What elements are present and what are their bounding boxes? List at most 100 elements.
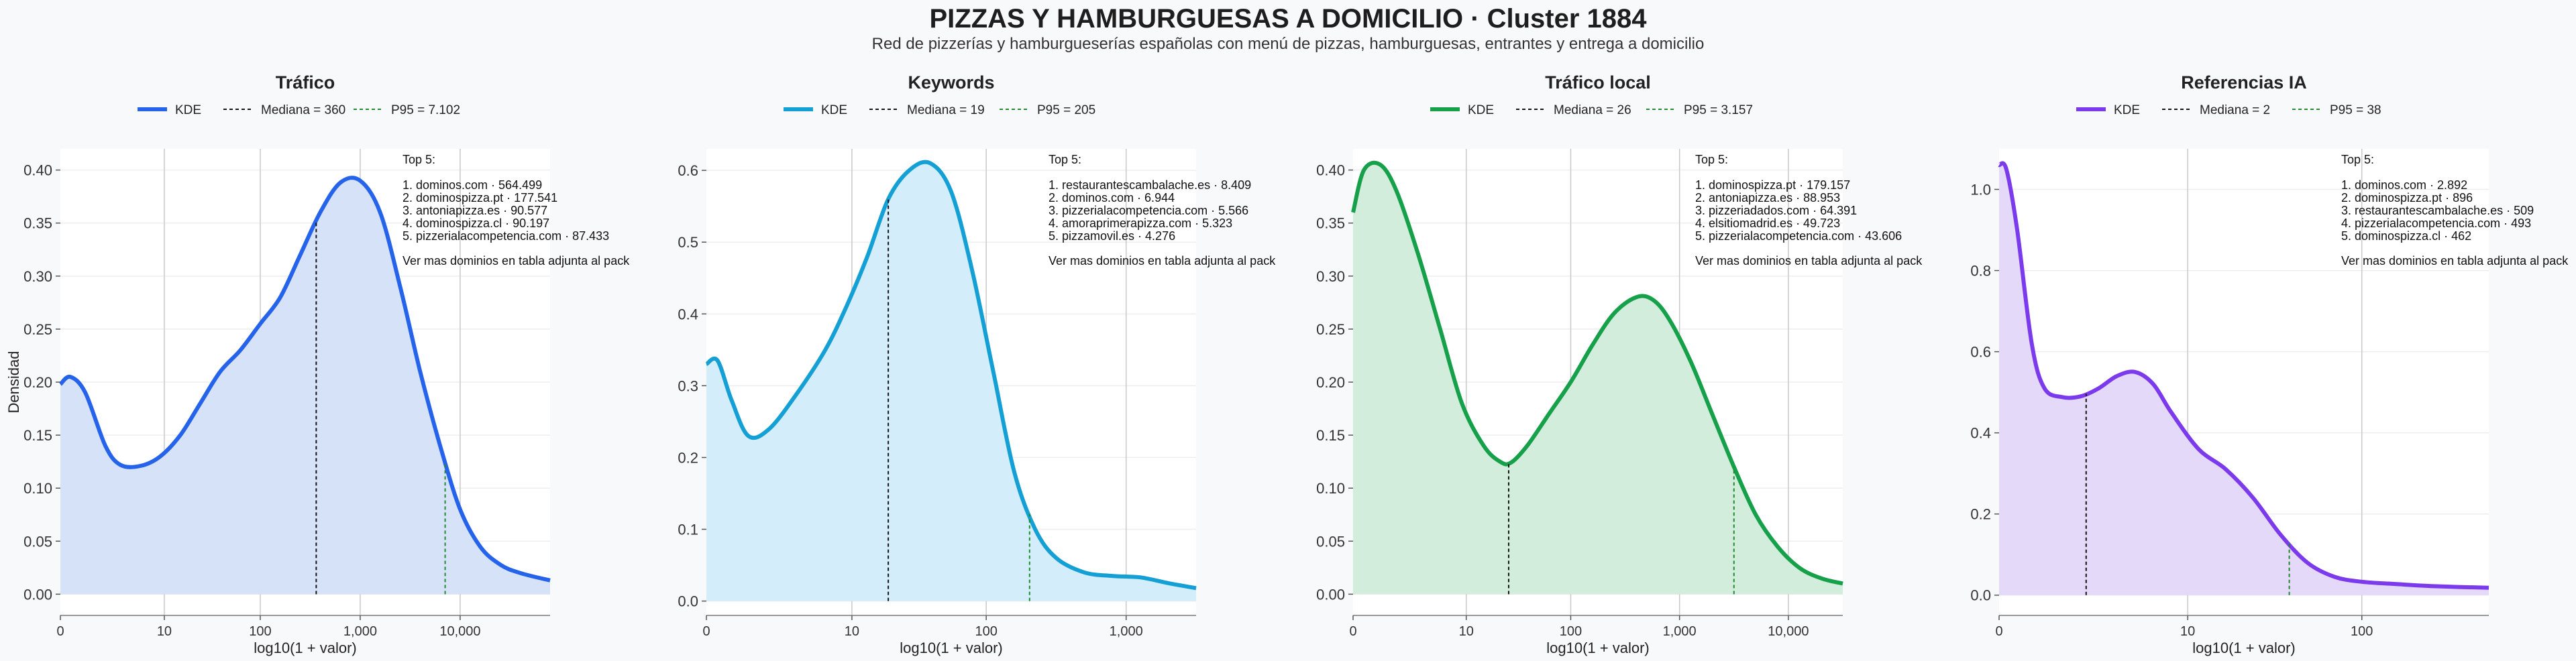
x-tick-label: 10,000 [439, 624, 480, 639]
top5-item: 1. dominos.com · 2.892 [2341, 178, 2467, 192]
top5-item: 4. dominospizza.cl · 90.197 [402, 217, 549, 230]
y-tick-label: 0.30 [1316, 268, 1345, 285]
legend-median-label: Mediana = 19 [907, 103, 985, 117]
top5-item: 3. antoniapizza.es · 90.577 [402, 204, 547, 217]
top5-item: 5. pizzerialacompetencia.com · 87.433 [402, 229, 609, 243]
x-axis-label: log10(1 + valor) [2192, 640, 2295, 656]
top5-heading: Top 5: [1695, 153, 1728, 166]
legend-median-label: Mediana = 2 [2200, 103, 2270, 117]
y-tick-label: 0.1 [678, 522, 698, 538]
chart-title: Tráfico [276, 72, 335, 93]
top5-item: 2. dominospizza.pt · 177.541 [402, 191, 557, 204]
legend-p95-label: P95 = 38 [2330, 103, 2381, 117]
top5-heading: Top 5: [1049, 153, 1081, 166]
x-axis-label: log10(1 + valor) [1546, 640, 1649, 656]
y-tick-label: 0.6 [1970, 344, 1991, 361]
top5-item: 5. pizzamovil.es · 4.276 [1049, 229, 1175, 243]
y-tick-label: 0.20 [1316, 374, 1345, 391]
top5-item: 1. dominospizza.pt · 179.157 [1695, 178, 1850, 192]
x-tick-label: 0 [56, 624, 64, 639]
legend-kde-label: KDE [1468, 103, 1494, 117]
y-tick-label: 0.8 [1970, 263, 1991, 280]
kde-area [1999, 163, 2489, 595]
y-tick-label: 0.40 [23, 162, 52, 179]
legend-kde-label: KDE [175, 103, 201, 117]
y-tick-label: 0.20 [23, 374, 52, 391]
x-axis-label: log10(1 + valor) [900, 640, 1002, 656]
x-axis-label: log10(1 + valor) [254, 640, 356, 656]
y-tick-label: 0.25 [1316, 321, 1345, 338]
top5-item: 1. dominos.com · 564.499 [402, 178, 542, 192]
y-tick-label: 0.0 [1970, 587, 1991, 604]
y-tick-label: 0.00 [23, 586, 52, 603]
x-tick-label: 10 [2180, 624, 2195, 639]
top5-item: 2. dominospizza.pt · 896 [2341, 191, 2473, 204]
y-tick-label: 0.0 [678, 593, 698, 610]
x-tick-label: 1,000 [1663, 624, 1697, 639]
y-tick-label: 0.2 [1970, 506, 1991, 523]
chart-legend: KDE Mediana = 19 P95 = 205 [784, 103, 1095, 117]
y-tick-label: 0.35 [1316, 215, 1345, 232]
top5-item: 5. dominospizza.cl · 462 [2341, 229, 2471, 243]
legend-kde-label: KDE [2114, 103, 2140, 117]
chart-panel-3: Tráfico local KDE Mediana = 26 P95 = 3.157 0… [1316, 72, 1923, 656]
y-tick-label: 0.10 [23, 480, 52, 497]
chart-legend: KDE Mediana = 2 P95 = 38 [2076, 103, 2381, 117]
y-tick-label: 0.30 [23, 268, 52, 285]
y-tick-label: 0.4 [678, 306, 698, 322]
y-tick-label: 0.10 [1316, 480, 1345, 497]
top5-item: 4. pizzerialacompetencia.com · 493 [2341, 217, 2531, 230]
x-tick-label: 1,000 [1110, 624, 1143, 639]
page-subtitle: Red de pizzerías y hamburgueserías españ… [871, 35, 1705, 53]
x-tick-label: 100 [2351, 624, 2373, 639]
legend-median-label: Mediana = 26 [1554, 103, 1631, 117]
x-tick-label: 100 [1560, 624, 1582, 639]
y-tick-label: 0.35 [23, 215, 52, 232]
top5-note: Ver mas dominios en tabla adjunta al pac… [2341, 254, 2569, 267]
y-tick-label: 0.6 [678, 162, 698, 179]
x-tick-label: 1,000 [343, 624, 377, 639]
y-tick-label: 0.40 [1316, 162, 1345, 179]
kde-line [705, 160, 1197, 591]
legend-p95-label: P95 = 7.102 [391, 103, 460, 117]
legend-median-label: Mediana = 360 [261, 103, 345, 117]
x-tick-label: 0 [702, 624, 710, 639]
y-axis-label: Densidad [5, 351, 22, 414]
chart-title: Referencias IA [2181, 72, 2307, 93]
legend-p95-label: P95 = 205 [1037, 103, 1095, 117]
top5-item: 1. restaurantescambalache.es · 8.409 [1049, 178, 1251, 192]
kde-area [706, 162, 1196, 601]
y-tick-label: 0.4 [1970, 425, 1991, 442]
chart-panel-1: Tráfico KDE Mediana = 360 P95 = 7.102 0.00 0.… [5, 72, 630, 656]
legend-p95-label: P95 = 3.157 [1684, 103, 1753, 117]
y-tick-label: 0.05 [23, 533, 52, 550]
y-tick-label: 0.15 [23, 427, 52, 444]
top5-note: Ver mas dominios en tabla adjunta al pac… [1049, 254, 1276, 267]
y-tick-label: 0.05 [1316, 533, 1345, 550]
kde-area [60, 178, 550, 595]
chart-title: Tráfico local [1545, 72, 1651, 93]
page-title: PIZZAS Y HAMBURGUESAS A DOMICILIO · Clus… [929, 4, 1647, 34]
x-tick-label: 10,000 [1768, 624, 1809, 639]
top5-note: Ver mas dominios en tabla adjunta al pac… [1695, 254, 1923, 267]
top5-item: 3. pizzerialacompetencia.com · 5.566 [1049, 204, 1248, 217]
x-tick-label: 100 [249, 624, 271, 639]
top5-heading: Top 5: [2341, 153, 2374, 166]
x-tick-label: 0 [1349, 624, 1356, 639]
y-tick-label: 0.2 [678, 449, 698, 466]
chart-legend: KDE Mediana = 360 P95 = 7.102 [138, 103, 460, 117]
chart-panel-4: Referencias IA KDE Mediana = 2 P95 = 38 0.0 0… [1970, 72, 2569, 656]
kde-line [1997, 161, 2489, 590]
y-tick-label: 1.0 [1970, 182, 1991, 198]
top5-item: 2. antoniapizza.es · 88.953 [1695, 191, 1840, 204]
top5-item: 3. pizzeriadados.com · 64.391 [1695, 204, 1857, 217]
top5-item: 3. restaurantescambalache.es · 509 [2341, 204, 2534, 217]
kde-area [1353, 162, 1843, 595]
y-tick-label: 0.3 [678, 377, 698, 394]
x-tick-label: 0 [1995, 624, 2002, 639]
top5-heading: Top 5: [402, 153, 435, 166]
x-tick-label: 100 [975, 624, 997, 639]
